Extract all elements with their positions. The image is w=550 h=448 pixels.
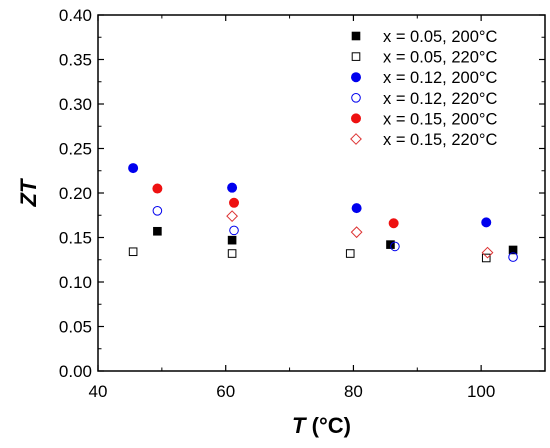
y-tick-label: 0.00: [59, 362, 92, 381]
y-axis-title: ZT: [16, 178, 41, 207]
x-axis-ticks: 40 60 80 100: [89, 15, 495, 401]
data-point: [226, 210, 239, 223]
data-point: [128, 163, 139, 174]
legend-marker: [351, 31, 361, 41]
series-3: [128, 163, 492, 228]
data-point: [152, 183, 163, 194]
legend-label: x = 0.12, 200°C: [383, 69, 497, 87]
y-tick-label: 0.20: [59, 184, 92, 203]
x-tick-label: 80: [344, 382, 363, 401]
data-point: [350, 226, 363, 239]
legend-marker: [351, 93, 361, 103]
data-point: [481, 246, 494, 259]
legend-marker: [350, 133, 362, 145]
y-tick-label: 0.35: [59, 51, 92, 70]
x-axis-title: T (°C): [292, 413, 351, 438]
legend-label: x = 0.05, 220°C: [383, 49, 497, 67]
legend-label: x = 0.15, 200°C: [383, 110, 497, 128]
y-tick-label: 0.05: [59, 318, 92, 337]
plot-frame: [97, 14, 546, 372]
x-tick-label: 40: [89, 382, 108, 401]
legend-marker: [351, 72, 361, 83]
legend: x = 0.05, 200°C x = 0.05, 220°C x = 0.12, …: [350, 28, 497, 149]
data-point: [481, 217, 492, 228]
data-points: [128, 163, 518, 263]
data-point: [227, 182, 238, 193]
data-point: [229, 197, 240, 208]
data-point: [508, 245, 518, 255]
series-1: [153, 226, 518, 255]
data-point: [229, 225, 239, 236]
legend-marker: [351, 113, 361, 124]
data-point: [386, 240, 395, 249]
data-point: [390, 241, 400, 252]
x-tick-label: 60: [216, 382, 235, 401]
series-5: [152, 183, 399, 229]
series-2: [128, 247, 491, 263]
y-axis-ticks: 0.00 0.05 0.10 0.15 0.20 0.25 0.30 0.35 0.40: [59, 6, 545, 381]
x-tick-label: 100: [467, 382, 495, 401]
legend-label: x = 0.12, 220°C: [383, 90, 497, 108]
data-point: [508, 252, 518, 262]
legend-label: x = 0.05, 200°C: [383, 28, 497, 46]
x-axis-title-unit: (°C): [306, 413, 351, 438]
y-tick-label: 0.10: [59, 273, 92, 292]
data-point: [152, 206, 163, 216]
series-6: [226, 210, 494, 259]
data-point: [388, 218, 399, 229]
y-tick-label: 0.40: [59, 6, 92, 25]
y-tick-label: 0.15: [59, 229, 92, 248]
legend-label: x = 0.15, 220°C: [383, 131, 497, 149]
data-point: [481, 253, 491, 263]
data-point: [153, 226, 162, 236]
y-tick-label: 0.30: [59, 95, 92, 114]
data-point: [227, 235, 237, 245]
data-point: [227, 249, 237, 258]
x-axis-title-variable: T: [292, 413, 307, 438]
data-point: [128, 247, 138, 257]
y-tick-label: 0.25: [59, 140, 92, 159]
data-point: [351, 203, 362, 214]
legend-marker: [351, 52, 361, 61]
data-point: [345, 249, 355, 258]
series-4: [152, 206, 518, 262]
